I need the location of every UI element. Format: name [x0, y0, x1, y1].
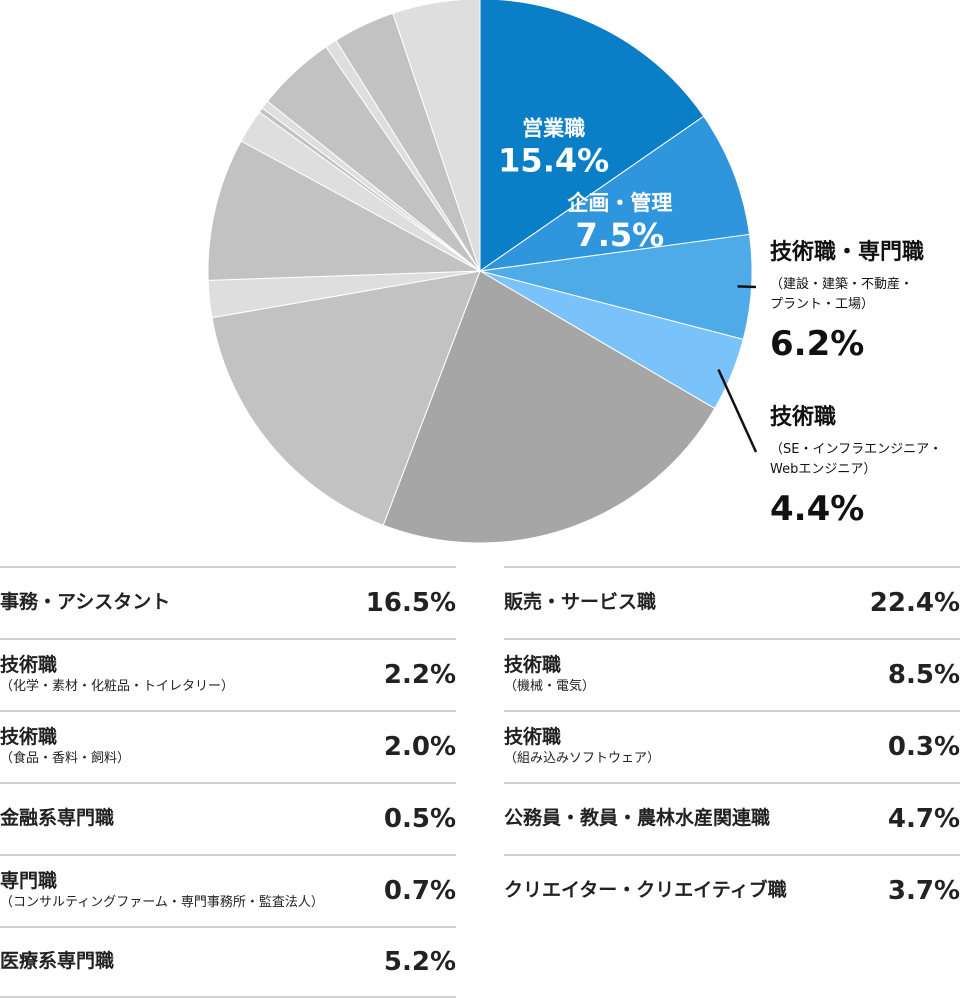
category-detail: （コンサルティングファーム・専門事務所・監査法人） [0, 895, 324, 911]
callout-sub-3-0: （SE・インフラエンジニア・ [770, 442, 942, 457]
table-row: 専門職 （コンサルティングファーム・専門事務所・監査法人） 0.7% [0, 854, 456, 926]
callout-sub-2-1: プラント・工場） [770, 297, 874, 312]
category-cell: 技術職 （機械・電気） [504, 654, 595, 697]
category-cell: 公務員・教員・農林水産関連職 [504, 807, 770, 831]
category-detail: （機械・電気） [504, 679, 596, 695]
category-percent: 0.3% [887, 732, 960, 762]
table-row: 技術職 （化学・素材・化粧品・トイレタリー） 2.2% [0, 638, 456, 710]
category-name: 専門職 [0, 869, 58, 892]
category-cell: 専門職 （コンサルティングファーム・専門事務所・監査法人） [0, 870, 324, 913]
category-name: 技術職 [504, 653, 562, 676]
slice-value-0: 15.4% [498, 142, 609, 180]
category-cell: 技術職 （化学・素材・化粧品・トイレタリー） [0, 654, 234, 697]
table-row: 事務・アシスタント 16.5% [0, 566, 456, 638]
category-column-left: 事務・アシスタント 16.5% 技術職 （化学・素材・化粧品・トイレタリー） 2.2% 技… [0, 566, 456, 998]
category-cell: 販売・サービス職 [504, 591, 656, 615]
table-row: 技術職 （機械・電気） 8.5% [504, 638, 960, 710]
pie-slice-0 [479, 0, 705, 272]
slice-label-1: 企画・管理 [566, 191, 672, 215]
category-cell: 事務・アシスタント [0, 591, 170, 615]
category-name: 技術職 [0, 653, 58, 676]
category-percent: 4.7% [887, 804, 960, 834]
category-percent: 2.2% [383, 660, 456, 690]
category-name: 技術職 [504, 725, 562, 748]
category-detail: （組み込みソフトウェア） [504, 751, 661, 767]
callout-value-2: 6.2% [770, 324, 864, 364]
category-name: 医療系専門職 [0, 950, 115, 973]
category-percent: 0.7% [383, 876, 456, 906]
category-name: 事務・アシスタント [0, 591, 171, 614]
table-row: 金融系専門職 0.5% [0, 782, 456, 854]
pie-slices [207, 0, 753, 544]
table-row: クリエイター・クリエイティブ職 3.7% [504, 854, 960, 926]
category-percent: 16.5% [365, 588, 456, 618]
callout-title-2: 技術職・専門職 [770, 239, 924, 265]
slice-value-1: 7.5% [575, 216, 664, 254]
table-row: 販売・サービス職 22.4% [504, 566, 960, 638]
category-cell: 金融系専門職 [0, 807, 114, 831]
category-name: 販売・サービス職 [504, 591, 657, 614]
category-column-right: 販売・サービス職 22.4% 技術職 （機械・電気） 8.5% 技術職 （組み込みソフトウェ… [504, 566, 960, 926]
table-row: 技術職 （食品・香料・飼料） 2.0% [0, 710, 456, 782]
category-name: 公務員・教員・農林水産関連職 [504, 807, 771, 830]
pie-slice-1 [479, 115, 751, 272]
callout-value-3: 4.4% [770, 489, 864, 529]
callout-line-2 [737, 285, 757, 289]
category-detail: （食品・香料・飼料） [0, 751, 131, 767]
callout-line-3 [717, 369, 758, 453]
callout-title-3: 技術職 [770, 404, 836, 430]
category-cell: クリエイター・クリエイティブ職 [504, 879, 787, 903]
category-cell: 医療系専門職 [0, 950, 114, 974]
table-row: 医療系専門職 5.2% [0, 926, 456, 998]
category-cell: 技術職 （組み込みソフトウェア） [504, 726, 660, 769]
slice-label-0: 営業職 [522, 117, 585, 141]
category-name: クリエイター・クリエイティブ職 [504, 879, 787, 902]
category-percent: 5.2% [383, 947, 456, 977]
category-percent: 2.0% [383, 732, 456, 762]
callout-sub-3-1: Webエンジニア） [770, 462, 876, 477]
table-row: 公務員・教員・農林水産関連職 4.7% [504, 782, 960, 854]
category-percent: 0.5% [383, 804, 456, 834]
category-name: 金融系専門職 [0, 807, 115, 830]
pie-slice-4 [382, 270, 716, 544]
pie-slice-5 [211, 270, 481, 526]
category-detail: （化学・素材・化粧品・トイレタリー） [0, 679, 235, 695]
table-row: 技術職 （組み込みソフトウェア） 0.3% [504, 710, 960, 782]
category-percent: 3.7% [887, 876, 960, 906]
category-cell: 技術職 （食品・香料・飼料） [0, 726, 130, 769]
callout-sub-2-0: （建設・建築・不動産・ [770, 276, 913, 292]
category-name: 技術職 [0, 725, 58, 748]
category-percent: 8.5% [887, 660, 960, 690]
pie-slice-14 [392, 0, 481, 272]
pie-slice-7 [207, 140, 482, 281]
category-percent: 22.4% [869, 588, 960, 618]
